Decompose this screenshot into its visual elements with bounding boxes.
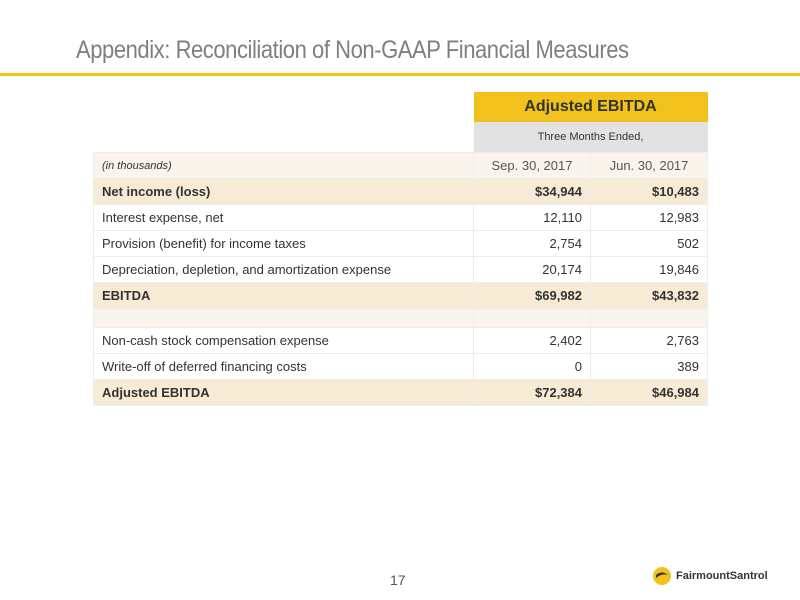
- spacer: [590, 308, 708, 328]
- cell: 2,763: [590, 327, 708, 354]
- cell: 12,110: [473, 204, 591, 231]
- row-label: Adjusted EBITDA: [93, 379, 474, 406]
- cell: $10,483: [590, 178, 708, 205]
- cell: $43,832: [590, 282, 708, 309]
- cell: 20,174: [473, 256, 591, 283]
- cell: 19,846: [590, 256, 708, 283]
- row-label: Depreciation, depletion, and amortizatio…: [93, 256, 474, 283]
- logo-text: FairmountSantrol: [676, 570, 768, 582]
- slide-title: Appendix: Reconciliation of Non-GAAP Fin…: [76, 36, 629, 64]
- cell: 502: [590, 230, 708, 257]
- logo-icon: [653, 567, 671, 585]
- spacer: [473, 308, 591, 328]
- column-header: Jun. 30, 2017: [590, 152, 708, 179]
- row-label: Net income (loss): [93, 178, 474, 205]
- spacer: [93, 308, 474, 328]
- cell: 2,754: [473, 230, 591, 257]
- cell: 2,402: [473, 327, 591, 354]
- row-label: Interest expense, net: [93, 204, 474, 231]
- cell: $69,982: [473, 282, 591, 309]
- reconciliation-table: Adjusted EBITDA Three Months Ended, (in …: [93, 92, 708, 406]
- cell: $46,984: [590, 379, 708, 406]
- row-label: EBITDA: [93, 282, 474, 309]
- row-label: Write-off of deferred financing costs: [93, 353, 474, 380]
- title-rule: [0, 73, 800, 76]
- column-header: Sep. 30, 2017: [473, 152, 591, 179]
- row-label: Provision (benefit) for income taxes: [93, 230, 474, 257]
- cell: $72,384: [473, 379, 591, 406]
- cell: 389: [590, 353, 708, 380]
- row-label: Non-cash stock compensation expense: [93, 327, 474, 354]
- logo: FairmountSantrol: [652, 566, 768, 586]
- page-number: 17: [390, 572, 406, 588]
- cell: 12,983: [590, 204, 708, 231]
- cell: 0: [473, 353, 591, 380]
- cell: $34,944: [473, 178, 591, 205]
- column-header: (in thousands): [93, 152, 474, 179]
- subheader: Three Months Ended,: [473, 122, 708, 153]
- group-header: Adjusted EBITDA: [473, 92, 708, 122]
